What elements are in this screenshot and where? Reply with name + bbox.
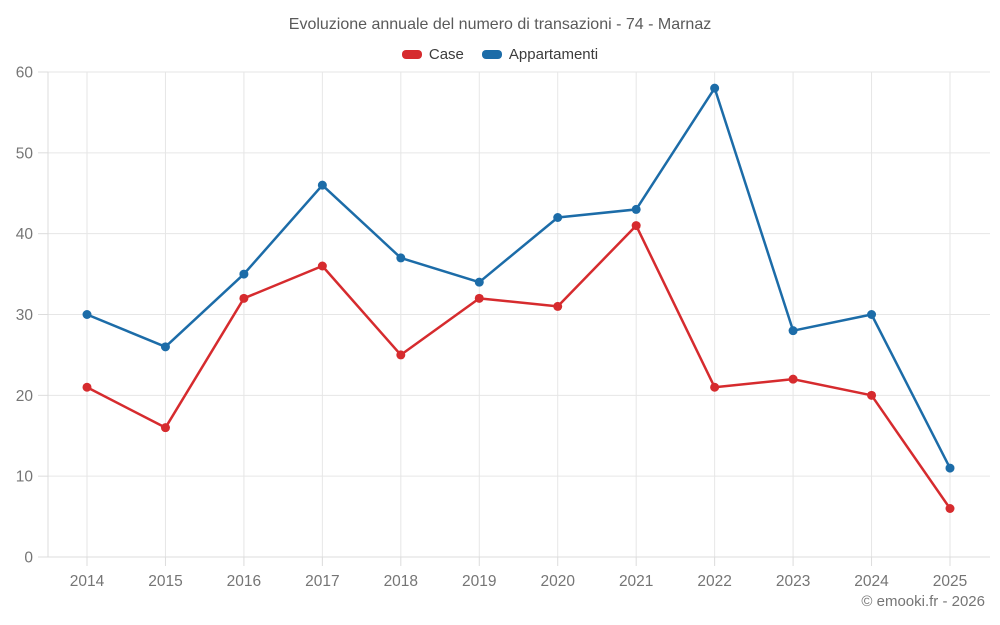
data-point-case[interactable] [396, 350, 406, 360]
chart-title: Evoluzione annuale del numero di transaz… [288, 16, 712, 33]
y-axis-label: 10 [16, 469, 34, 486]
y-axis-label: 0 [24, 550, 33, 567]
x-axis-label: 2019 [462, 573, 496, 590]
data-point-appartamenti[interactable] [553, 213, 563, 222]
data-point-appartamenti[interactable] [82, 310, 92, 319]
data-point-case[interactable] [82, 382, 92, 392]
y-axis-label: 20 [16, 388, 34, 405]
x-axis-label: 2014 [70, 573, 105, 590]
legend-item-case[interactable]: Case [401, 46, 464, 63]
data-point-case[interactable] [317, 261, 327, 271]
data-point-appartamenti[interactable] [160, 342, 170, 352]
y-axis-label: 60 [16, 65, 34, 82]
data-point-appartamenti[interactable] [945, 463, 955, 473]
data-point-case[interactable] [788, 374, 798, 384]
x-axis-label: 2015 [148, 573, 182, 590]
y-axis-label: 30 [16, 307, 34, 324]
data-point-case[interactable] [474, 293, 484, 303]
x-axis-label: 2017 [305, 573, 339, 590]
x-axis-label: 2025 [933, 573, 967, 590]
data-point-case[interactable] [710, 382, 720, 392]
x-axis-label: 2024 [854, 573, 889, 590]
legend-label: Case [428, 46, 464, 63]
data-point-case[interactable] [867, 390, 877, 400]
data-point-case[interactable] [160, 423, 170, 433]
legend-swatch [401, 50, 422, 59]
data-point-appartamenti[interactable] [474, 277, 484, 287]
copyright-footer: © emooki.fr - 2026 [861, 593, 985, 610]
data-point-appartamenti[interactable] [631, 204, 641, 214]
data-point-case[interactable] [239, 293, 249, 303]
x-axis-label: 2022 [697, 573, 731, 590]
data-point-case[interactable] [945, 504, 955, 513]
x-axis-label: 2023 [776, 573, 810, 590]
x-axis-label: 2020 [540, 573, 575, 590]
legend-swatch [481, 50, 502, 59]
data-point-appartamenti[interactable] [788, 326, 798, 336]
x-axis-label: 2016 [227, 573, 261, 590]
data-point-appartamenti[interactable] [710, 83, 720, 93]
x-axis-label: 2018 [384, 573, 418, 590]
series-line-case [85, 224, 952, 510]
data-point-appartamenti[interactable] [239, 269, 249, 279]
data-point-appartamenti[interactable] [867, 310, 877, 319]
data-point-appartamenti[interactable] [317, 180, 327, 190]
x-axis-label: 2021 [619, 573, 653, 590]
legend-item-appartamenti[interactable]: Appartamenti [481, 46, 599, 63]
legend: Case Appartamenti [0, 46, 1000, 63]
data-point-case[interactable] [631, 221, 641, 231]
y-axis-label: 50 [16, 145, 34, 162]
legend-label: Appartamenti [508, 46, 599, 63]
data-point-appartamenti[interactable] [396, 253, 406, 263]
series-line-appartamenti [85, 86, 952, 470]
data-point-case[interactable] [553, 301, 563, 311]
y-axis-label: 40 [16, 226, 34, 243]
